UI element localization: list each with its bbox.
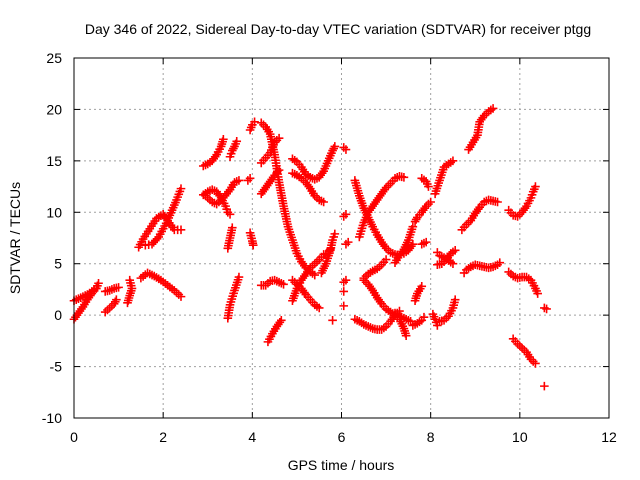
- data-point: [540, 381, 549, 391]
- data-point: [488, 104, 498, 113]
- data-point: [408, 239, 418, 249]
- y-tick-label: -10: [42, 410, 62, 426]
- data-point: [448, 259, 458, 269]
- data-point: [408, 222, 418, 231]
- data-point: [341, 275, 351, 285]
- data-point: [341, 145, 351, 154]
- data-point: [234, 272, 244, 282]
- data-point: [279, 279, 288, 289]
- data-point: [277, 315, 286, 325]
- data-point: [176, 184, 186, 193]
- data-point: [328, 315, 337, 325]
- data-point: [450, 246, 460, 255]
- data-point: [125, 275, 135, 285]
- data-point: [248, 240, 258, 250]
- data-point: [401, 331, 411, 341]
- data-point: [274, 133, 284, 143]
- data-point: [176, 292, 186, 301]
- x-tick-label: 0: [70, 429, 78, 445]
- data-point: [417, 282, 427, 291]
- data-point: [426, 197, 435, 207]
- data-point: [381, 255, 391, 264]
- data-point: [531, 182, 540, 191]
- data-point: [94, 278, 103, 288]
- y-tick-label: 20: [46, 101, 62, 117]
- data-point: [493, 197, 502, 207]
- data-point: [341, 210, 351, 219]
- x-tick-label: 8: [427, 429, 435, 445]
- data-point: [319, 197, 328, 207]
- y-tick-label: 10: [46, 204, 62, 220]
- x-tick-label: 2: [159, 429, 167, 445]
- x-axis-label: GPS time / hours: [288, 457, 395, 473]
- data-point: [399, 173, 409, 182]
- data-point: [250, 117, 259, 127]
- data-point: [310, 270, 320, 280]
- data-point: [314, 303, 324, 313]
- data-point: [419, 312, 429, 322]
- y-tick-label: -5: [50, 359, 63, 375]
- data-point: [245, 174, 255, 183]
- data-point: [343, 237, 353, 247]
- data-point: [542, 304, 551, 314]
- data-point: [225, 210, 235, 219]
- data-point: [227, 223, 237, 233]
- x-tick-label: 10: [512, 429, 528, 445]
- y-tick-label: 15: [46, 153, 62, 169]
- data-point: [448, 156, 458, 166]
- x-tick-label: 6: [338, 429, 346, 445]
- plot-frame: [73, 57, 610, 419]
- data-point: [176, 225, 186, 235]
- x-tick-label: 4: [248, 429, 256, 445]
- data-point: [91, 284, 101, 293]
- chart-title: Day 346 of 2022, Sidereal Day-to-day VTE…: [85, 21, 591, 37]
- data-point: [112, 295, 121, 305]
- data-point: [114, 283, 123, 292]
- y-tick-label: 5: [54, 256, 62, 272]
- data-point: [219, 134, 228, 144]
- data-point: [533, 289, 542, 298]
- data-point: [339, 301, 349, 311]
- data-point: [232, 137, 242, 146]
- data-point: [330, 142, 340, 151]
- data-points: [69, 104, 551, 391]
- data-point: [424, 182, 433, 191]
- data-point: [330, 229, 340, 239]
- y-axis-label: SDTVAR / TECUs: [7, 182, 23, 294]
- data-point: [421, 237, 431, 247]
- data-point: [450, 295, 460, 305]
- data-point: [495, 258, 505, 267]
- data-point: [234, 176, 244, 185]
- x-tick-label: 12: [601, 429, 617, 445]
- data-point: [274, 165, 284, 175]
- y-tick-label: 0: [54, 307, 62, 323]
- data-point: [339, 287, 349, 296]
- data-point: [531, 359, 540, 368]
- y-tick-label: 25: [46, 50, 62, 66]
